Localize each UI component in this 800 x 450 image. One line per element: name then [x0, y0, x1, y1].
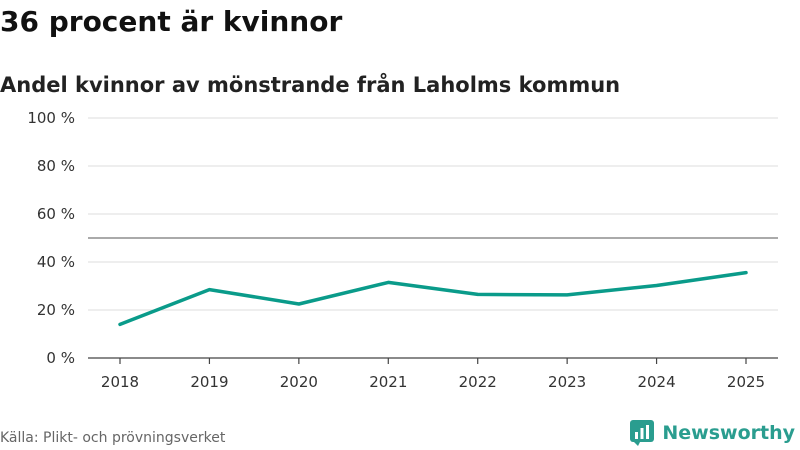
y-tick-label: 80 % [37, 157, 75, 175]
bar-chart-logo-icon [630, 420, 655, 446]
y-tick-label: 40 % [37, 253, 75, 271]
chart-title: 36 procent är kvinnor [0, 5, 343, 38]
source-note: Källa: Plikt- och prövningsverket [0, 430, 226, 446]
x-tick-label: 2025 [727, 373, 765, 391]
x-tick-label: 2018 [101, 373, 139, 391]
brand-logo: Newsworthy [630, 420, 795, 446]
y-tick-label: 20 % [37, 301, 75, 319]
chart-subtitle: Andel kvinnor av mönstrande från Laholms… [0, 73, 621, 97]
y-tick-label: 100 % [27, 109, 75, 127]
x-tick-label: 2021 [369, 373, 407, 391]
y-tick-label: 60 % [37, 205, 75, 223]
series-line-0 [118, 270, 748, 327]
x-tick-label: 2022 [459, 373, 497, 391]
y-tick-label: 0 % [46, 349, 75, 367]
x-tick-label: 2023 [548, 373, 586, 391]
x-tick-label: 2024 [637, 373, 675, 391]
x-tick-label: 2020 [280, 373, 318, 391]
x-tick-label: 2019 [190, 373, 228, 391]
brand-name: Newsworthy [662, 422, 795, 444]
